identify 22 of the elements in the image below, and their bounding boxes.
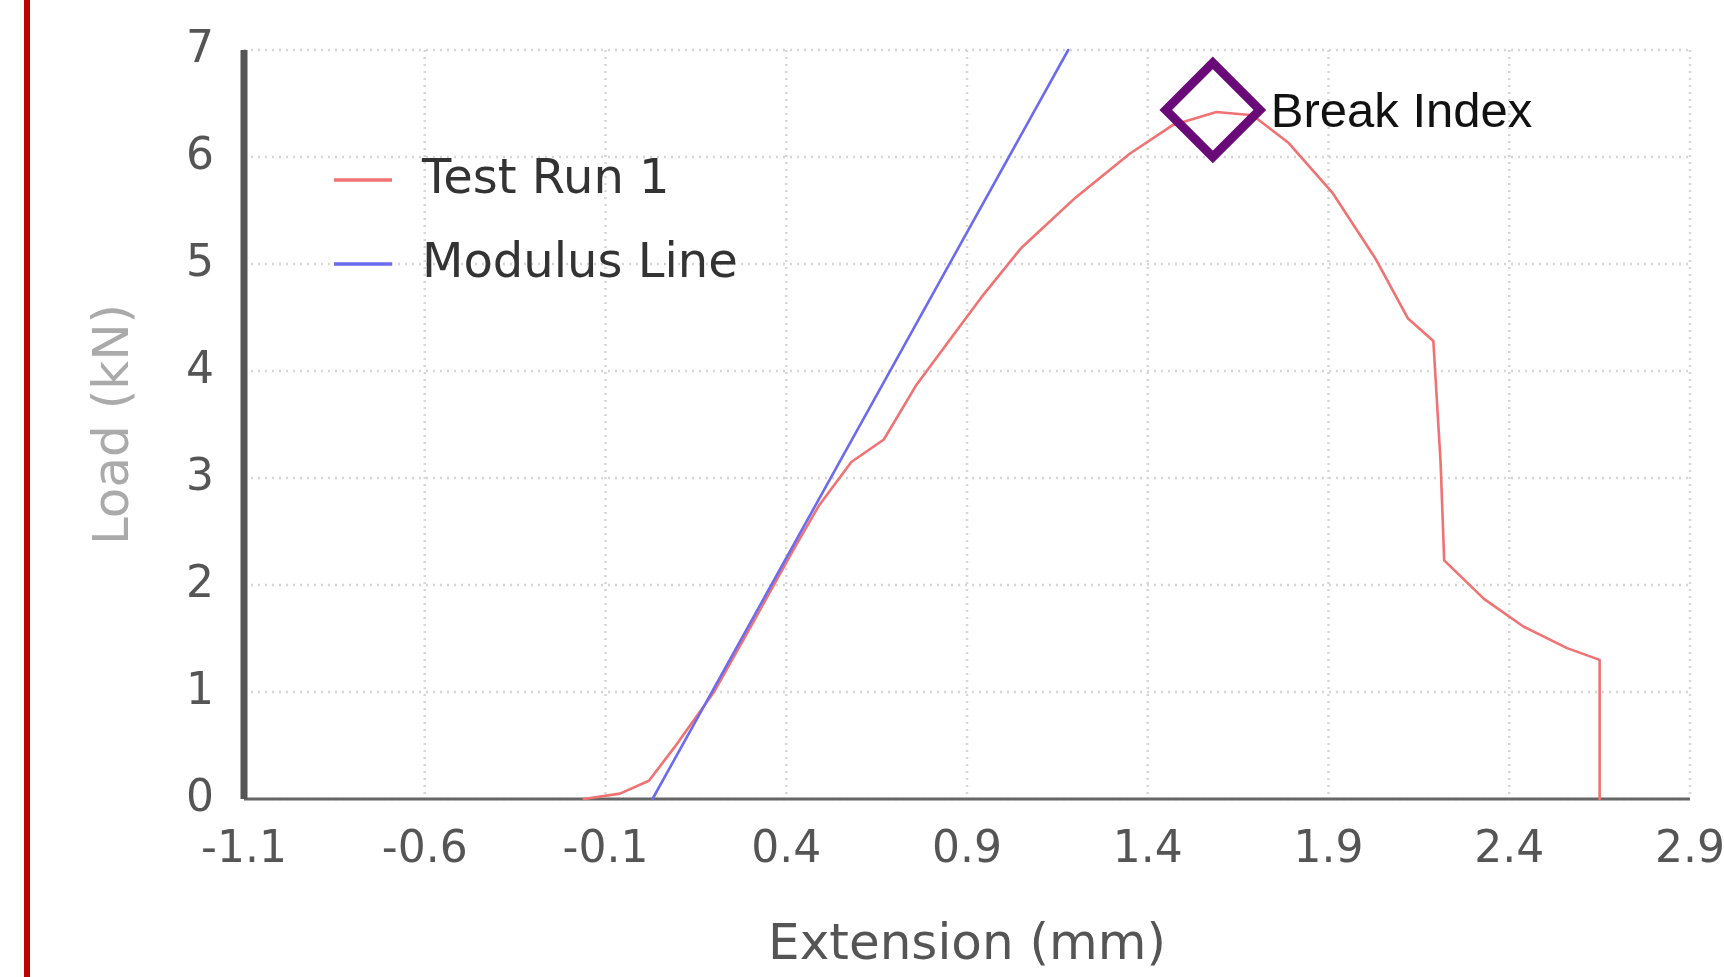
y-tick-label: 6	[186, 128, 214, 179]
legend-label: Modulus Line	[422, 232, 738, 288]
y-tick-label: 5	[186, 235, 214, 286]
y-tick-label: 1	[186, 663, 214, 714]
y-axis-title: Load (kN)	[82, 303, 140, 546]
x-axis-title: Extension (mm)	[768, 913, 1166, 971]
y-tick-label: 2	[186, 556, 214, 607]
x-tick-label: -1.1	[201, 821, 287, 872]
series-label: Break Index	[1270, 82, 1533, 137]
x-tick-label: -0.1	[562, 821, 649, 872]
x-tick-label: 1.4	[1112, 821, 1183, 872]
legend-label: Test Run 1	[421, 148, 670, 204]
x-tick-label: 2.4	[1474, 821, 1545, 872]
x-tick-label: 0.9	[932, 821, 1002, 872]
x-tick-label: 2.9	[1655, 821, 1724, 872]
x-tick-label: 1.9	[1293, 821, 1364, 872]
x-tick-label: -0.6	[381, 821, 468, 872]
x-tick-label: 0.4	[751, 821, 822, 872]
y-tick-label: 0	[186, 770, 214, 821]
y-tick-label: 3	[186, 449, 214, 500]
y-tick-label: 4	[186, 342, 214, 393]
y-tick-label: 7	[186, 21, 214, 72]
